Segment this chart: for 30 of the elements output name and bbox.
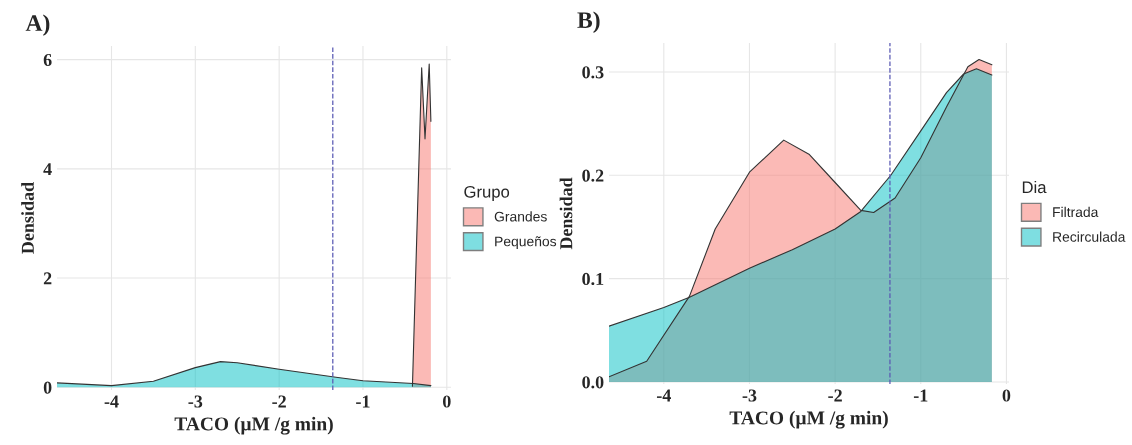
y-tick-label: 0.2 — [582, 169, 604, 182]
legend-label: Filtrada — [1053, 206, 1099, 218]
x-tick-label: 0 — [442, 395, 451, 408]
legend-title: Dia — [1022, 180, 1047, 194]
y-tick-label: 0.1 — [582, 272, 604, 286]
x-tick-label: -2 — [828, 389, 842, 402]
x-tick-label: -1 — [356, 395, 370, 408]
x-tick-label: -3 — [742, 389, 757, 402]
legend-label: Pequeños — [495, 236, 557, 250]
y-axis-title: Densidad — [21, 182, 34, 254]
x-tick-label: -4 — [656, 389, 671, 402]
x-tick-label: 0 — [1002, 389, 1011, 402]
x-tick-label: -4 — [104, 395, 119, 408]
x-tick-label: -2 — [272, 395, 286, 408]
chart-title: B) — [577, 11, 600, 33]
x-tick-label: -1 — [913, 389, 928, 402]
x-axis-title: TACO (µM /g min) — [729, 410, 888, 429]
legend-label: Recirculada — [1053, 231, 1126, 242]
x-axis-title: TACO (µM /g min) — [174, 416, 333, 435]
chart-title: A) — [25, 14, 50, 36]
legend-label: Grandes — [494, 211, 547, 222]
x-tick-label: -3 — [188, 395, 203, 408]
legend-title: Grupo — [464, 185, 510, 201]
y-tick-label: 6 — [43, 53, 52, 67]
y-tick-label: 4 — [43, 163, 52, 176]
y-tick-label: 0.3 — [582, 66, 604, 79]
y-tick-label: 0.0 — [582, 376, 604, 389]
y-tick-label: 0 — [43, 381, 52, 394]
y-tick-label: 2 — [43, 272, 52, 285]
y-axis-title: Densidad — [559, 177, 573, 250]
